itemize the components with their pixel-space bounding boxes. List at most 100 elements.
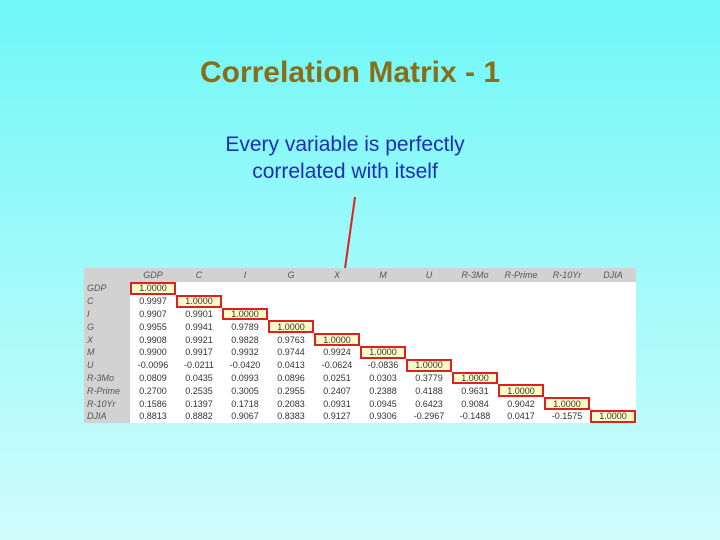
table-row: I 0.9907 0.9901 1.0000	[84, 307, 636, 321]
row-label: I	[84, 307, 130, 321]
matrix-cell: 0.2535	[185, 385, 213, 396]
table-row: G 0.9955 0.9941 0.9789 1.0000	[84, 320, 636, 334]
matrix-corner-cell	[84, 268, 130, 282]
empty-cell	[498, 346, 544, 359]
table-row: GDP 1.0000	[84, 282, 636, 295]
column-header: I	[222, 268, 268, 282]
empty-cell	[452, 295, 498, 308]
column-header: C	[176, 268, 222, 282]
matrix-cell: -0.0420	[229, 360, 261, 371]
matrix-cell: 0.9828	[231, 334, 259, 345]
matrix-cell: 0.0993	[231, 372, 259, 383]
column-header: R-Prime	[498, 268, 544, 282]
matrix-cell: -0.0836	[367, 360, 399, 371]
matrix-header-row: GDP C I G X M U R-3Mo R-Prime R-10Yr DJIA	[84, 268, 636, 282]
matrix-cell: 0.6423	[415, 398, 443, 409]
empty-cell	[544, 346, 590, 359]
diagonal-cell: 1.0000	[314, 333, 360, 346]
empty-cell	[498, 372, 544, 385]
row-label: M	[84, 345, 130, 359]
empty-cell	[498, 320, 544, 333]
table-row: DJIA 0.8813 0.8882 0.9067 0.8383 0.9127 0.9306…	[84, 409, 636, 423]
empty-cell	[314, 320, 360, 333]
empty-cell	[452, 346, 498, 359]
table-row: C 0.9997 1.0000	[84, 294, 636, 308]
matrix-cell: 0.9908	[139, 334, 167, 345]
matrix-cell: 0.0435	[185, 372, 213, 383]
row-label: G	[84, 320, 130, 334]
diagonal-cell: 1.0000	[452, 371, 498, 385]
matrix-cell: 0.9900	[139, 347, 167, 358]
table-row: R-10Yr 0.1586 0.1397 0.1718 0.2083 0.0931 0.09…	[84, 397, 636, 410]
row-label: R-Prime	[84, 384, 130, 398]
column-header: GDP	[130, 268, 176, 282]
matrix-cell: 0.1718	[231, 398, 259, 409]
column-header: U	[406, 268, 452, 282]
matrix-cell: -0.2967	[413, 411, 445, 422]
matrix-cell: 0.0303	[369, 372, 397, 383]
column-header: X	[314, 268, 360, 282]
empty-cell	[544, 359, 590, 372]
empty-cell	[452, 320, 498, 333]
empty-cell	[452, 282, 498, 295]
matrix-cell: 0.2700	[139, 385, 167, 396]
matrix-cell: 0.9789	[231, 321, 259, 332]
empty-cell	[544, 295, 590, 308]
row-label: X	[84, 333, 130, 346]
matrix-cell: 0.8813	[139, 411, 167, 422]
matrix-cell: 0.0417	[507, 411, 535, 422]
matrix-cell: 0.0251	[323, 372, 351, 383]
empty-cell	[406, 333, 452, 346]
empty-cell	[452, 359, 498, 372]
empty-cell	[544, 372, 590, 385]
empty-cell	[452, 308, 498, 321]
column-header: DJIA	[590, 268, 636, 282]
matrix-cell: 0.1397	[185, 398, 213, 409]
matrix-cell: 0.3779	[415, 372, 443, 383]
empty-cell	[498, 359, 544, 372]
empty-cell	[590, 384, 636, 397]
table-row: X 0.9908 0.9921 0.9828 0.9763 1.0000	[84, 333, 636, 346]
diagonal-cell: 1.0000	[222, 307, 268, 321]
empty-cell	[314, 308, 360, 321]
row-label: GDP	[84, 282, 130, 295]
empty-cell	[498, 308, 544, 321]
empty-cell	[360, 282, 406, 295]
correlation-matrix: GDP C I G X M U R-3Mo R-Prime R-10Yr DJIA GDP 1.000…	[84, 268, 636, 423]
matrix-cell: 0.9921	[185, 334, 213, 345]
matrix-cell: 0.2388	[369, 385, 397, 396]
empty-cell	[590, 320, 636, 333]
matrix-cell: -0.1488	[459, 411, 491, 422]
empty-cell	[360, 333, 406, 346]
matrix-cell: 0.3005	[231, 385, 259, 396]
diagonal-cell: 1.0000	[268, 320, 314, 334]
empty-cell	[498, 333, 544, 346]
empty-cell	[222, 295, 268, 308]
empty-cell	[590, 359, 636, 372]
empty-cell	[360, 320, 406, 333]
empty-cell	[544, 308, 590, 321]
row-label: DJIA	[84, 409, 130, 423]
matrix-cell: 0.9955	[139, 321, 167, 332]
empty-cell	[406, 282, 452, 295]
matrix-cell: -0.0096	[137, 360, 169, 371]
matrix-cell: 0.9907	[139, 308, 167, 319]
row-label: R-10Yr	[84, 397, 130, 410]
matrix-cell: 0.8383	[277, 411, 305, 422]
row-label: R-3Mo	[84, 371, 130, 385]
table-row: R-Prime 0.2700 0.2535 0.3005 0.2955 0.2407 0.2…	[84, 384, 636, 398]
row-label: C	[84, 294, 130, 308]
empty-cell	[268, 308, 314, 321]
matrix-cell: -0.0211	[184, 360, 214, 371]
matrix-cell: 0.4188	[415, 385, 443, 396]
matrix-cell: 0.0931	[323, 398, 351, 409]
matrix-cell: 0.9127	[323, 411, 351, 422]
matrix-cell: 0.9997	[139, 296, 167, 307]
matrix-cell: 0.9067	[231, 411, 259, 422]
matrix-cell: -0.1575	[551, 411, 583, 422]
empty-cell	[406, 295, 452, 308]
empty-cell	[314, 282, 360, 295]
table-row: U -0.0096 -0.0211 -0.0420 0.0413 -0.0624 -0.08…	[84, 358, 636, 372]
matrix-cell: 0.0809	[139, 372, 167, 383]
matrix-cell: 0.0413	[277, 360, 305, 371]
